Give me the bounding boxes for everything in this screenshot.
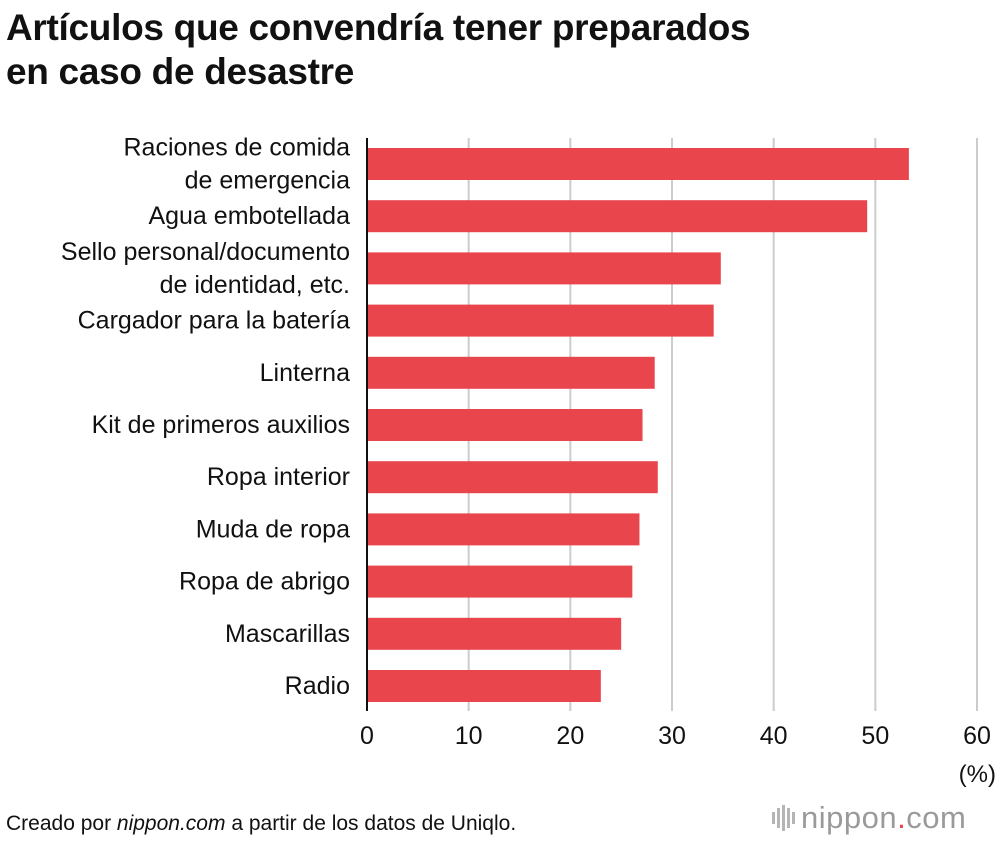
- category-label-6: Kit de primeros auxilios: [92, 411, 350, 439]
- bar-1: [367, 148, 909, 180]
- bar-2: [367, 200, 868, 233]
- category-label-7: Ropa interior: [207, 463, 350, 491]
- category-label-3: Sello personal/documento de identidad, et…: [61, 238, 350, 299]
- x-tick-label-30: 30: [658, 722, 686, 750]
- category-label-4: Cargador para la batería: [78, 307, 350, 335]
- category-label-11: Radio: [285, 672, 350, 700]
- x-axis-unit-label: (%): [959, 761, 996, 788]
- bar-5: [367, 356, 655, 389]
- category-label-2: Agua embotellada: [148, 202, 350, 230]
- bar-10: [367, 617, 622, 650]
- x-tick-label-10: 10: [455, 722, 483, 750]
- chart-title-line-2: en caso de desastre: [6, 51, 355, 92]
- category-label-9: Ropa de abrigo: [179, 568, 350, 596]
- source-note: Creado por nippon.com a partir de los da…: [6, 812, 516, 836]
- bar-9: [367, 565, 633, 598]
- x-tick-label-50: 50: [861, 722, 889, 750]
- x-tick-label-40: 40: [760, 722, 788, 750]
- source-suffix: a partir de los datos de Uniqlo.: [225, 812, 517, 835]
- bar-4: [367, 304, 714, 337]
- bar-3: [367, 252, 721, 285]
- category-label-5: Linterna: [260, 359, 350, 387]
- source-prefix: Creado por: [6, 812, 117, 835]
- x-tick-label-60: 60: [963, 722, 991, 750]
- logo-dot: .: [897, 800, 907, 835]
- logo-name: nippon: [801, 800, 898, 835]
- bar-8: [367, 513, 640, 546]
- source-site: nippon.com: [116, 812, 226, 835]
- logo-bars-icon: [772, 803, 795, 833]
- category-label-8: Muda de ropa: [196, 515, 350, 543]
- x-tick-label-20: 20: [556, 722, 584, 750]
- bar-11: [367, 670, 601, 702]
- bar-6: [367, 409, 643, 441]
- nippon-logo: nippon.com: [772, 800, 966, 836]
- logo-tld: com: [906, 800, 967, 835]
- category-label-10: Mascarillas: [225, 620, 350, 648]
- x-tick-label-0: 0: [360, 722, 374, 750]
- chart-title-line-1: Artículos que convendría tener preparado…: [6, 7, 751, 48]
- bar-7: [367, 461, 658, 494]
- chart-title: Artículos que convendría tener preparado…: [6, 6, 751, 94]
- category-label-1: Raciones de comida de emergencia: [123, 134, 350, 195]
